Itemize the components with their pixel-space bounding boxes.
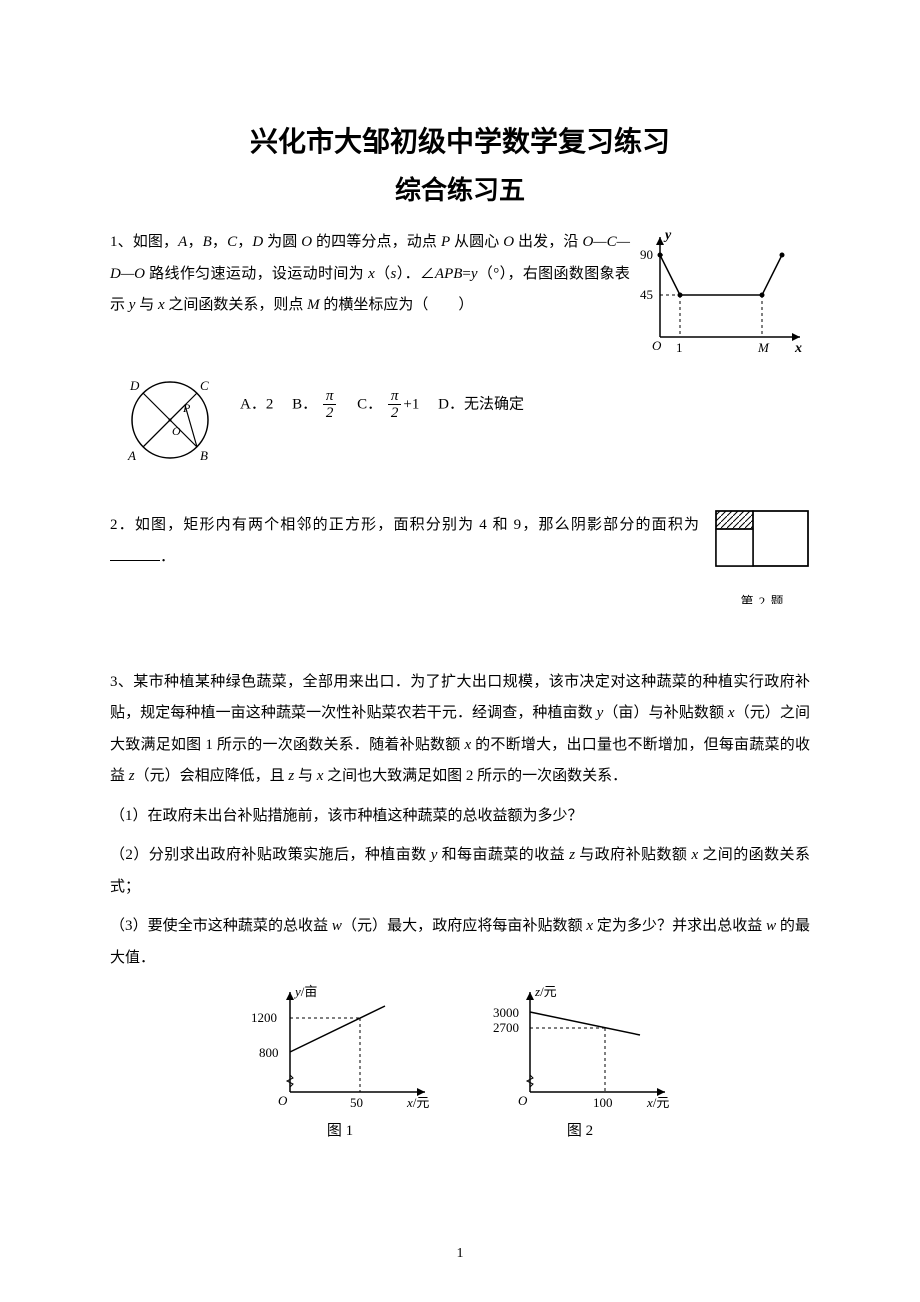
svg-text:2700: 2700 <box>493 1020 519 1035</box>
svg-text:50: 50 <box>350 1095 363 1110</box>
q3-sub3: （3）要使全市这种蔬菜的总收益 w（元）最大，政府应将每亩补贴数额 x 定为多少… <box>110 911 810 974</box>
q2-svg <box>715 510 810 575</box>
svg-text:z/元: z/元 <box>534 984 557 999</box>
q1-text: 1、如图，A，B，C，D 为圆 O 的四等分点，动点 P 从圆心 O 出发，沿 … <box>110 234 630 313</box>
q1-graph: 90 45 O 1 M y x <box>640 227 810 370</box>
q3-chart2-svg: z/元 x/元 3000 2700 O 100 <box>485 982 675 1112</box>
page: 兴化市大邹初级中学数学复习练习 综合练习五 1、如图，A，B，C，D 为圆 O … <box>0 0 920 1302</box>
svg-text:A: A <box>127 448 136 463</box>
tick-45-label: 45 <box>640 287 653 302</box>
problem-3: 3、某市种植某种绿色蔬菜，全部用来出口．为了扩大出口规模，该市决定对这种蔬菜的种… <box>110 667 810 793</box>
origin-label: O <box>652 338 662 353</box>
q3-sub2: （2）分别求出政府补贴政策实施后，种植亩数 y 和每亩蔬菜的收益 z 与政府补贴… <box>110 840 810 903</box>
q1-circle-diagram: D C A B O P <box>110 370 230 483</box>
q2-caption: 第 2 题 <box>715 588 810 604</box>
q3-chart2-caption: 图 2 <box>485 1119 675 1140</box>
q3-sub1: （1）在政府未出台补贴措施前，该市种植这种蔬菜的总收益额为多少？ <box>110 801 810 833</box>
svg-text:C: C <box>200 378 209 393</box>
q3-chart2: z/元 x/元 3000 2700 O 100 图 2 <box>485 982 675 1140</box>
problem-2: 2．如图，矩形内有两个相邻的正方形，面积分别为 4 和 9，那么阴影部分的面积为… <box>110 510 810 604</box>
svg-text:B: B <box>200 448 208 463</box>
page-number: 1 <box>0 1246 920 1262</box>
q1-options: A．2 B． π2 C． π2+1 D．无法确定 <box>230 370 810 422</box>
svg-text:O: O <box>278 1093 288 1108</box>
svg-text:1200: 1200 <box>251 1010 277 1025</box>
q2-figure: 第 2 题 <box>715 510 810 604</box>
svg-text:O: O <box>172 424 181 438</box>
M-label: M <box>757 340 770 355</box>
svg-text:800: 800 <box>259 1045 279 1060</box>
svg-text:P: P <box>182 401 191 415</box>
q3-chart1-svg: y/亩 x/元 1200 800 O 50 <box>245 982 435 1112</box>
title-sub: 综合练习五 <box>110 170 810 207</box>
tick-90-label: 90 <box>640 247 653 262</box>
tick-1-label: 1 <box>676 340 683 355</box>
svg-text:y/亩: y/亩 <box>293 984 317 999</box>
title-main: 兴化市大邹初级中学数学复习练习 <box>110 120 810 160</box>
fraction-pi-2: π2 <box>323 388 337 422</box>
q3-chart1-caption: 图 1 <box>245 1119 435 1140</box>
svg-text:x/元: x/元 <box>646 1095 669 1110</box>
svg-text:D: D <box>129 378 140 393</box>
x-axis-label: x <box>794 341 802 356</box>
y-axis-label: y <box>663 228 672 243</box>
q1-graph-svg: 90 45 O 1 M y x <box>640 227 810 357</box>
q3-chart1: y/亩 x/元 1200 800 O 50 图 1 <box>245 982 435 1140</box>
problem-1: 1、如图，A，B，C，D 为圆 O 的四等分点，动点 P 从圆心 O 出发，沿 … <box>110 227 810 482</box>
svg-text:x/元: x/元 <box>406 1095 429 1110</box>
svg-text:O: O <box>518 1093 528 1108</box>
svg-text:100: 100 <box>593 1095 613 1110</box>
svg-text:3000: 3000 <box>493 1005 519 1020</box>
blank-answer <box>110 545 160 561</box>
fraction-pi-2-b: π2 <box>388 388 402 422</box>
q1-circle-svg: D C A B O P <box>110 370 230 470</box>
q3-charts: y/亩 x/元 1200 800 O 50 图 1 z/元 x/元 <box>110 982 810 1140</box>
